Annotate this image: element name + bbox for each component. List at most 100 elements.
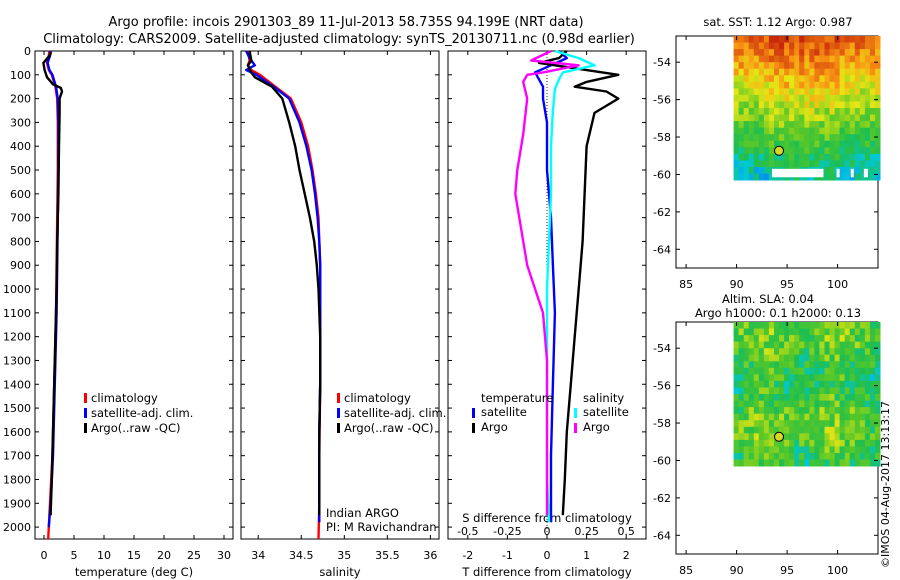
- heatmap-cell: [768, 400, 775, 408]
- heatmap-cell: [839, 75, 846, 83]
- heatmap-cell: [758, 394, 765, 401]
- heatmap-cell: [875, 153, 881, 161]
- heatmap-cell: [779, 348, 785, 356]
- heatmap-cell: [875, 68, 881, 76]
- heatmap-cell: [779, 361, 785, 369]
- heatmap-cell: [784, 348, 790, 356]
- heatmap-cell: [859, 127, 866, 135]
- heatmap-cell: [814, 328, 820, 336]
- heatmap-cell: [763, 108, 770, 115]
- heatmap-cell: [758, 322, 765, 329]
- heatmap-cell: [809, 94, 815, 102]
- heatmap-cell: [869, 361, 876, 369]
- heatmap-cell: [864, 380, 871, 388]
- heatmap-cell: [834, 121, 841, 129]
- heatmap-cell: [804, 62, 810, 70]
- heatmap-cell: [789, 433, 795, 441]
- heatmap-cell: [869, 446, 876, 454]
- heatmap-cell: [814, 387, 820, 395]
- heatmap-cell: [849, 114, 856, 122]
- heatmap-cell: [829, 407, 836, 415]
- heatmap-cell: [789, 94, 795, 102]
- heatmap-cell: [819, 380, 825, 388]
- heatmap-cell: [839, 341, 846, 349]
- heatmap-cell: [743, 147, 750, 155]
- heatmap-cell: [829, 140, 836, 148]
- heatmap-cell: [774, 153, 780, 161]
- heatmap-cell: [763, 426, 770, 434]
- heatmap-cell: [774, 407, 780, 415]
- heatmap-cell: [875, 354, 881, 362]
- heatmap-cell: [814, 446, 820, 454]
- heatmap-cell: [738, 426, 745, 434]
- heatmap-cell: [844, 114, 851, 122]
- heatmap-cell: [834, 49, 841, 57]
- heatmap-cell: [784, 68, 790, 76]
- heatmap-cell: [779, 75, 785, 83]
- heatmap-cell: [733, 453, 740, 460]
- heatmap-cell: [829, 147, 836, 155]
- heatmap-cell: [794, 49, 800, 57]
- heatmap-cell: [814, 147, 820, 155]
- heatmap-cell: [768, 134, 775, 142]
- heatmap-cell: [738, 348, 745, 356]
- heatmap-cell: [763, 394, 770, 401]
- heatmap-cell: [763, 367, 770, 375]
- heatmap-cell: [779, 121, 785, 129]
- heatmap-cell: [809, 121, 815, 129]
- heatmap-cell: [844, 121, 851, 129]
- heatmap-cell: [789, 322, 795, 329]
- heatmap-cell: [809, 101, 815, 109]
- map-x-tick-label: 100: [827, 278, 848, 291]
- heatmap-cell: [849, 348, 856, 356]
- heatmap-cell: [809, 367, 815, 375]
- heatmap-cell: [753, 387, 760, 395]
- heatmap-cell: [814, 400, 820, 408]
- heatmap-cell: [839, 173, 846, 181]
- heatmap-cell: [763, 94, 770, 102]
- heatmap-cell: [869, 108, 876, 115]
- heatmap-cell: [859, 114, 866, 122]
- y-tick-label: 500: [10, 164, 31, 177]
- y-tick-label: 1900: [3, 497, 31, 510]
- heatmap-cell: [849, 420, 856, 428]
- heatmap-cell: [804, 348, 810, 356]
- heatmap-cell: [819, 341, 825, 349]
- heatmap-cell: [854, 75, 861, 83]
- heatmap-cell: [794, 147, 800, 155]
- heatmap-cell: [844, 55, 851, 63]
- heatmap-cell: [779, 81, 785, 89]
- heatmap-cell: [844, 394, 851, 401]
- heatmap-cell: [748, 81, 755, 89]
- heatmap-cell: [789, 374, 795, 382]
- heatmap-cell: [834, 81, 841, 89]
- x-tick-label: 15: [127, 549, 141, 562]
- heatmap-cell: [854, 42, 861, 50]
- heatmap-cell: [859, 167, 866, 174]
- heatmap-cell: [864, 114, 871, 122]
- heatmap-cell: [829, 68, 836, 76]
- heatmap-cell: [854, 426, 861, 434]
- heatmap-cell: [864, 101, 871, 109]
- heatmap-cell: [784, 114, 790, 122]
- heatmap-cell: [834, 134, 841, 142]
- heatmap-cell: [819, 121, 825, 129]
- heatmap-cell: [875, 374, 881, 382]
- heatmap-cell: [743, 322, 750, 329]
- legend-swatch: [472, 423, 475, 433]
- heatmap-cell: [859, 160, 866, 168]
- heatmap-cell: [794, 62, 800, 70]
- heatmap-cell: [829, 433, 836, 441]
- heatmap-cell: [794, 88, 800, 96]
- x-tick-label: 2: [623, 549, 630, 562]
- heatmap-cell: [869, 55, 876, 63]
- map-y-tick-label: -60: [653, 454, 671, 467]
- heatmap-cell: [839, 42, 846, 50]
- heatmap-cell: [809, 413, 815, 421]
- heatmap-cell: [733, 55, 740, 63]
- heatmap-cell: [819, 68, 825, 76]
- sst-map-panel: 85 90 95 100 -54 -56 -58 -60 -62 -64 sat. SST: 1.1…: [653, 15, 881, 291]
- legend-label: Argo(..raw -QC): [91, 421, 181, 435]
- heatmap-cell: [799, 387, 805, 395]
- heatmap-cell: [829, 62, 836, 70]
